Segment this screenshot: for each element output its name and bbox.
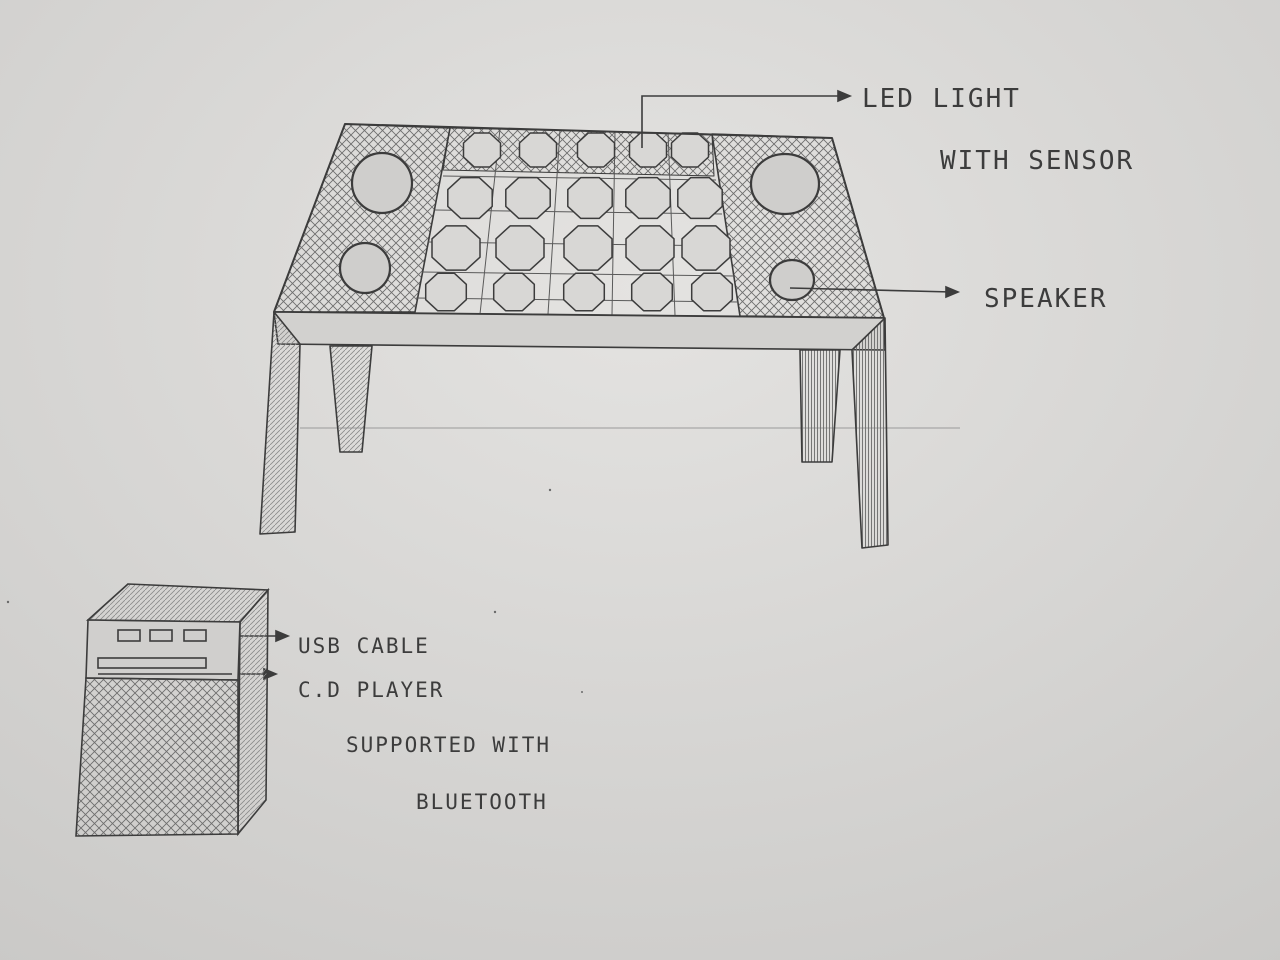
led-octagon-cell [462,132,502,168]
led-octagon-cells [424,132,734,312]
box-right-face [237,587,269,837]
led-octagon-cell [625,225,675,271]
led-arrow-line [641,95,845,148]
cd-slot [97,657,207,669]
audio-player-box [75,583,270,837]
usb-arrow-head [275,629,291,643]
box-front-panel [85,619,241,681]
led-octagon-cell [495,225,545,271]
led-octagon-cell [628,132,668,168]
led-octagon-cell [625,176,671,220]
led-octagon-cell [563,225,613,271]
box-front-grille [75,677,239,837]
speaker-circle-bottom-left [338,241,392,295]
table-drawing [259,123,889,549]
usb-port-3 [183,629,207,642]
led-octagon-cell [690,272,734,312]
led-octagon-cell [424,272,468,312]
front-right-leg [851,317,889,549]
usb-port-1 [117,629,141,642]
led-octagon-cell [505,176,551,220]
speaker-circle-top-right [749,152,821,216]
label-cd-player: C.D PLAYER [298,678,445,702]
pencil-specks [6,488,583,693]
led-octagon-cell [447,176,493,220]
led-arrow-head [837,89,853,103]
usb-port-2 [149,629,173,642]
led-octagon-cell [677,176,723,220]
led-octagon-cell [492,272,536,312]
led-octagon-cell [518,132,558,168]
label-bluetooth: BLUETOOTH [416,790,548,814]
label-with-sensor: WITH SENSOR [940,146,1135,176]
led-octagon-cell [567,176,613,220]
back-right-leg [799,349,841,463]
back-left-leg [329,345,373,453]
speaker-arrow-line [789,287,953,293]
front-left-leg [259,311,301,535]
led-octagon-cell [670,132,710,168]
label-speaker: SPEAKER [984,284,1108,314]
table-apron [273,311,886,351]
speaker-circle-top-left [350,151,414,215]
led-octagon-cell [681,225,731,271]
label-supported-with: SUPPORTED WITH [346,733,552,757]
speaker-circle-bottom-right [768,258,816,302]
led-octagon-cell [630,272,674,312]
led-octagon-cell [431,225,481,271]
label-led-light: LED LIGHT [862,84,1021,114]
led-octagon-cell [576,132,616,168]
led-octagon-cell [562,272,606,312]
speaker-circles [338,151,821,302]
label-usb-cable: USB CABLE [298,634,430,658]
speaker-arrow-head [945,285,961,299]
